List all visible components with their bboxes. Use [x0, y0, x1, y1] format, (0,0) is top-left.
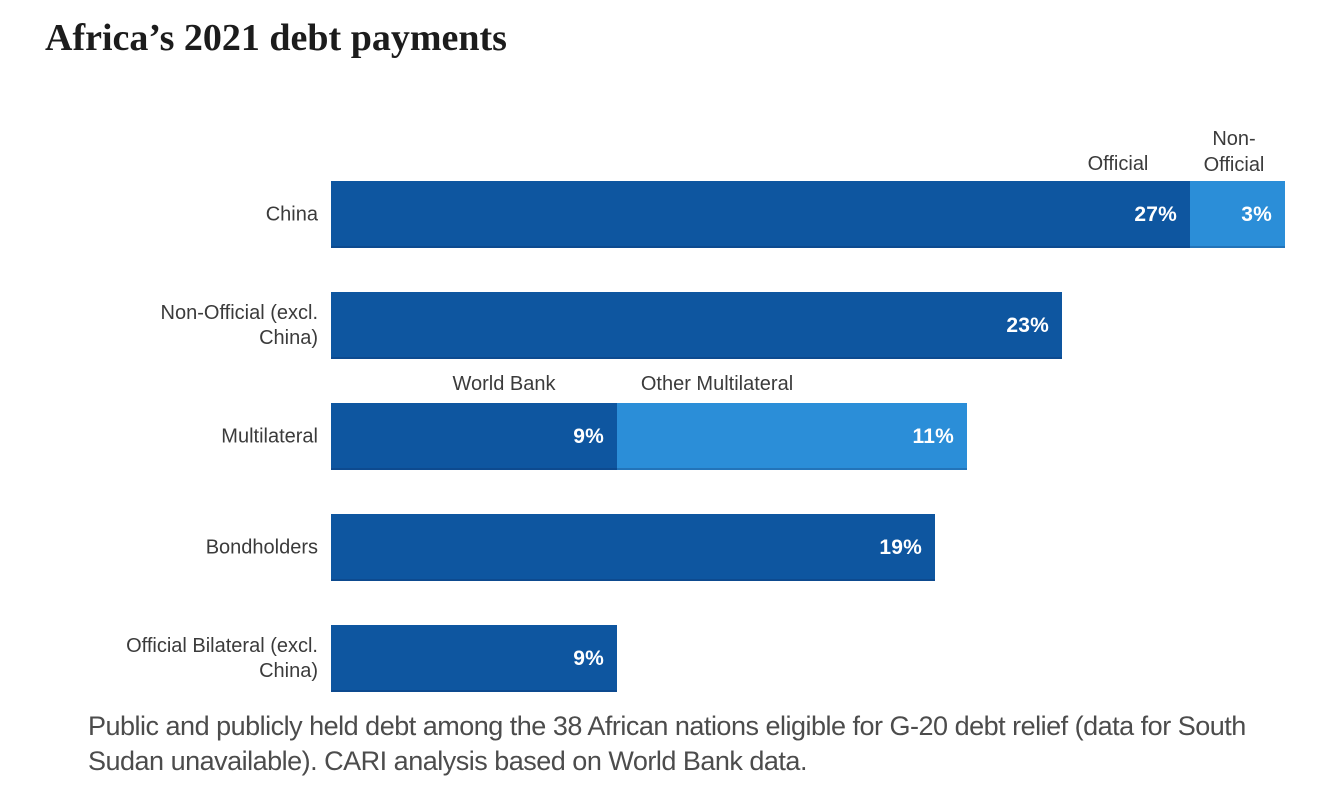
- category-label-china: China: [265, 203, 318, 225]
- annotation-non-official: Non- Official: [1203, 128, 1265, 176]
- bar-value-label: 23%: [1006, 313, 1049, 337]
- bar-segment-world-bank: 9%: [331, 403, 617, 470]
- bar-row-multilateral: Multilateral 9% 11%: [221, 403, 967, 470]
- bar-segment-china-official: 27%: [331, 181, 1190, 248]
- bar-segment-china-non-official: 3%: [1190, 181, 1285, 248]
- bar-value-label: 3%: [1241, 202, 1272, 226]
- bar-value-label: 11%: [912, 424, 954, 448]
- bar-row-china: China 27% 3%: [266, 181, 1285, 248]
- category-label-non-official-excl-china: Non-Official (excl. China): [160, 301, 318, 349]
- bar-segment-official-bilateral-excl-china: 9%: [331, 625, 617, 692]
- bar-row-bondholders: Bondholders 19%: [206, 514, 935, 581]
- category-label-official-bilateral-excl-china: Official Bilateral (excl. China): [126, 634, 318, 682]
- annotation-other-multilateral: Other Multilateral: [640, 373, 794, 395]
- annotation-official: Official: [1087, 153, 1149, 175]
- bar-value-label: 9%: [573, 424, 604, 448]
- bar-segment-other-multilateral: 11%: [617, 403, 967, 470]
- bar-value-label: 27%: [1134, 202, 1177, 226]
- bar-row-non-official-excl-china: Non-Official (excl. China) 23%: [161, 292, 1062, 359]
- bar-segment-non-official-excl-china: 23%: [331, 292, 1062, 359]
- category-label-multilateral: Multilateral: [221, 425, 318, 447]
- bar-value-label: 9%: [573, 646, 604, 670]
- bar-value-label: 19%: [879, 535, 922, 559]
- category-label-bondholders: Bondholders: [205, 536, 318, 558]
- chart-caption: Public and publicly held debt among the …: [88, 711, 1246, 776]
- bar-segment-bondholders: 19%: [331, 514, 935, 581]
- chart-title: Africa’s 2021 debt payments: [45, 17, 507, 59]
- bar-row-official-bilateral-excl-china: Official Bilateral (excl. China) 9%: [126, 625, 617, 692]
- annotation-world-bank: World Bank: [452, 373, 556, 395]
